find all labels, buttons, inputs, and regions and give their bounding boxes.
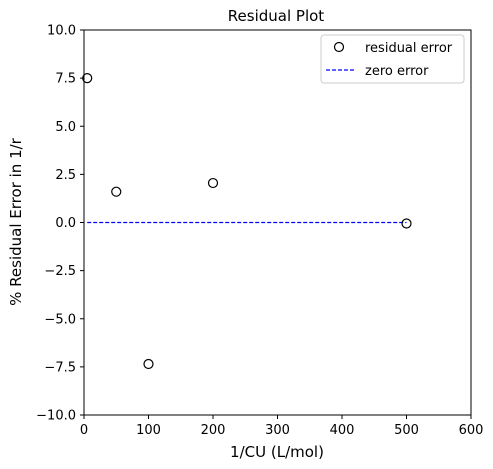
x-tick-label: 0 [80,423,88,438]
x-tick-label: 200 [201,423,226,438]
x-tick-label: 600 [459,423,484,438]
residual-error-point [111,186,122,197]
residual-error-point [207,177,219,189]
x-tick-label: 500 [394,423,419,438]
chart-title: Residual Plot [228,7,325,25]
y-tick-label: 10.0 [47,24,76,39]
y-axis: −10.0 −7.5 −5.0 −2.5 0.0 2.5 5.0 7.5 10.0 [36,24,84,424]
x-tick-label: 100 [136,423,161,438]
residual-error-point [82,73,93,84]
y-tick-label: 5.0 [55,120,76,135]
x-axis-title: 1/CU (L/mol) [230,443,324,461]
residual-error-point [401,218,412,229]
y-tick-label: 2.5 [55,168,76,183]
legend-marker-residual-error [333,41,345,53]
x-tick-label: 300 [265,423,290,438]
legend-box [320,34,465,84]
y-tick-label: 7.5 [55,72,76,87]
legend-label-zero-error: zero error [365,64,429,79]
y-tick-label: −10.0 [36,409,76,424]
y-axis-title: % Residual Error in 1/r [7,137,25,306]
x-axis: 0 100 200 300 400 500 600 [80,415,484,438]
y-tick-label: 0.0 [55,216,76,231]
y-tick-label: −7.5 [44,360,76,375]
series-layer [82,73,412,370]
x-tick-label: 400 [330,423,355,438]
y-tick-label: −2.5 [44,264,76,279]
legend-label-residual-error: residual error [365,41,453,56]
y-tick-label: −5.0 [44,312,76,327]
residual-error-point [143,358,154,370]
legend: residual error zero error [320,34,465,84]
